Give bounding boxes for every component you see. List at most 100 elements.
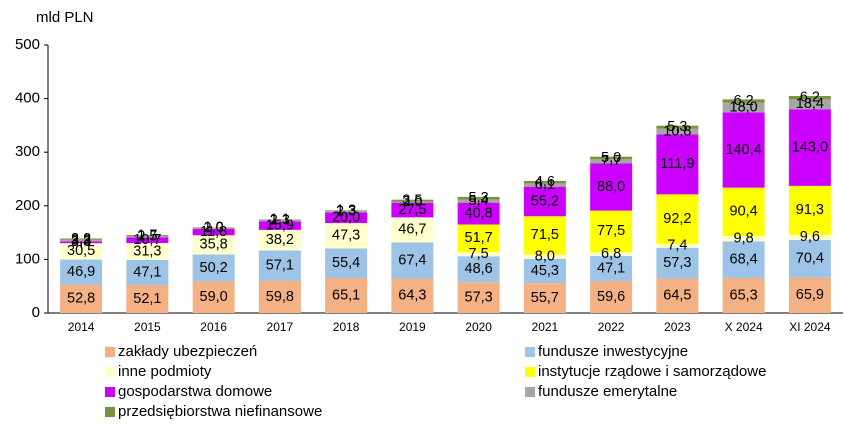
x-tick-label: 2022 — [598, 320, 625, 334]
bar-segment — [391, 202, 434, 218]
value-label: 47,1 — [133, 264, 161, 280]
legend-swatch — [105, 407, 115, 417]
bar-segment — [523, 180, 566, 184]
bar-segment — [457, 202, 500, 225]
bar-segment — [590, 159, 633, 164]
bar-segment — [60, 284, 103, 313]
bar-segment — [192, 281, 235, 313]
bar-segment — [126, 235, 169, 236]
value-label: 2,3 — [270, 213, 290, 229]
value-label: 6,2 — [800, 90, 820, 106]
x-tick-label: 2016 — [200, 320, 227, 334]
value-label: 27,5 — [398, 202, 426, 218]
bar-segment — [126, 237, 169, 244]
bar-segment — [788, 239, 831, 278]
value-label: 65,9 — [796, 287, 824, 303]
bar-segment — [656, 125, 699, 129]
value-label: 92,2 — [663, 211, 691, 227]
value-label: 57,1 — [266, 257, 294, 273]
bar-segment — [722, 241, 765, 278]
value-label: 2,0 — [204, 220, 224, 236]
value-label: 47,3 — [332, 228, 360, 244]
value-label: 111,9 — [660, 156, 694, 172]
value-label: 10,8 — [663, 123, 691, 139]
legend-swatch — [105, 367, 115, 377]
y-tick-label: 500 — [15, 36, 40, 53]
value-label: 50,2 — [200, 260, 228, 276]
y-tick-label: 100 — [15, 250, 40, 267]
bar-segment — [126, 235, 169, 238]
value-label: 1,7 — [137, 227, 157, 243]
value-label: 6,2 — [734, 93, 754, 109]
bar-segment — [788, 234, 831, 240]
bar-segment — [656, 134, 699, 195]
bar-segment — [722, 277, 765, 313]
value-label: 64,5 — [663, 288, 691, 304]
bar-segment — [258, 221, 301, 230]
bar-segment — [722, 187, 765, 237]
value-label: 15,9 — [266, 217, 294, 233]
value-label: 51,7 — [465, 230, 493, 246]
x-tick-label: 2019 — [399, 320, 426, 334]
bar-segment — [325, 212, 368, 224]
value-label: 71,5 — [531, 227, 559, 243]
bar-segment — [656, 128, 699, 135]
bar-segment — [391, 242, 434, 279]
bar-segment — [590, 210, 633, 253]
bar-segment — [656, 194, 699, 244]
bar-segment — [391, 217, 434, 243]
y-tick-label: 200 — [15, 197, 40, 214]
value-label: 2,5 — [137, 228, 157, 244]
bar-segment — [656, 278, 699, 313]
value-label: 3,3 — [71, 234, 91, 250]
legend-label: fundusze emerytalne — [538, 383, 677, 400]
value-label: 7,7 — [601, 153, 621, 169]
value-label: 55,2 — [531, 193, 559, 209]
x-tick-label: 2020 — [465, 320, 492, 334]
value-label: 46,9 — [67, 264, 95, 280]
bar-segment — [656, 243, 699, 248]
y-tick-label: 0 — [32, 304, 40, 321]
bar-segment — [590, 252, 633, 256]
bar-segment — [258, 219, 301, 221]
value-label: 1,1 — [270, 212, 290, 228]
legend-swatch — [525, 387, 535, 397]
bar-segment — [656, 247, 699, 279]
legend-swatch — [105, 347, 115, 357]
bar-segment — [60, 238, 103, 240]
bar-segment — [523, 183, 566, 187]
bar-segment — [457, 224, 500, 253]
bar-segment — [590, 163, 633, 211]
x-tick-label: 2018 — [333, 320, 360, 334]
value-label: 1,3 — [336, 203, 356, 219]
bar-segment — [590, 255, 633, 282]
x-tick-label: X 2024 — [725, 320, 763, 334]
bar-segment — [523, 216, 566, 255]
legend-swatch — [525, 367, 535, 377]
bar-segment — [457, 256, 500, 283]
value-label: 70,4 — [796, 251, 824, 267]
y-tick-label: 400 — [15, 90, 40, 107]
bar-segment — [722, 112, 765, 188]
value-label: 9,8 — [734, 231, 754, 247]
value-label: 40,8 — [465, 205, 493, 221]
value-label: 20,0 — [332, 210, 360, 226]
bar-segment — [457, 196, 500, 200]
bar-segment — [523, 283, 566, 313]
bar-segment — [192, 254, 235, 282]
bar-segment — [192, 227, 235, 229]
value-label: 1,0 — [204, 219, 224, 235]
bar-segment — [391, 199, 434, 202]
value-label: 2,2 — [71, 231, 91, 247]
legend-label: gospodarstwa domowe — [118, 383, 272, 400]
bar-segment — [258, 250, 301, 281]
value-label: 143,0 — [792, 139, 828, 155]
bar-segment — [192, 235, 235, 255]
bar-segment — [523, 254, 566, 259]
bar-segment — [126, 285, 169, 313]
bar-segment — [60, 259, 103, 285]
legend-label: fundusze inwestycyjne — [538, 343, 688, 360]
x-tick-label: 2015 — [134, 320, 161, 334]
x-tick-label: 2017 — [267, 320, 294, 334]
bar-segment — [523, 258, 566, 284]
